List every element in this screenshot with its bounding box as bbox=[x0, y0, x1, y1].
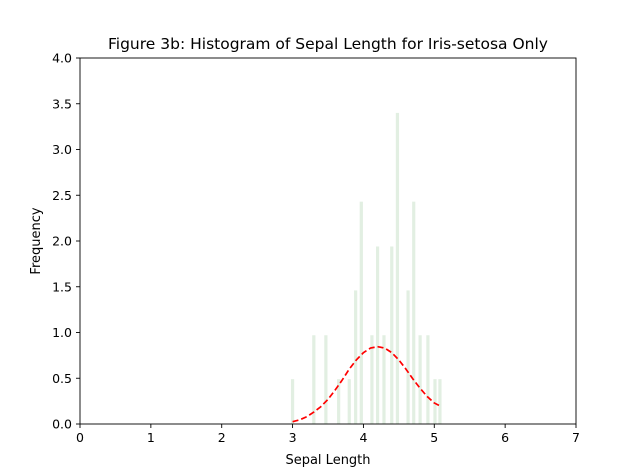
chart-title: Figure 3b: Histogram of Sepal Length for… bbox=[108, 35, 548, 53]
x-tick-label: 2 bbox=[218, 430, 226, 445]
x-tick-label: 1 bbox=[147, 430, 155, 445]
histogram-bar bbox=[390, 246, 394, 424]
histogram-bar bbox=[376, 246, 380, 424]
y-tick-label: 4.0 bbox=[52, 51, 72, 66]
x-axis-ticks: 0 1 2 3 4 5 6 7 bbox=[76, 424, 580, 445]
density-curve bbox=[292, 345, 442, 423]
x-axis-label: Sepal Length bbox=[285, 453, 370, 468]
y-tick-label: 1.5 bbox=[52, 279, 72, 294]
histogram-bar bbox=[412, 201, 416, 424]
y-axis-label: Frequency bbox=[29, 207, 44, 274]
y-tick-label: 3.5 bbox=[52, 96, 72, 111]
curve-layer bbox=[292, 345, 442, 423]
y-tick-label: 0.5 bbox=[52, 371, 72, 386]
histogram-bar bbox=[370, 335, 374, 424]
histogram-bar bbox=[395, 112, 400, 425]
histogram-bar bbox=[354, 290, 358, 424]
y-tick-label: 2.5 bbox=[52, 188, 72, 203]
histogram-bar bbox=[433, 379, 437, 424]
x-tick-label: 6 bbox=[501, 430, 509, 445]
histogram-bar bbox=[324, 335, 328, 424]
histogram-bar bbox=[337, 379, 341, 424]
y-tick-label: 0.0 bbox=[52, 417, 72, 432]
y-tick-label: 3.0 bbox=[52, 142, 72, 157]
x-tick-label: 7 bbox=[572, 430, 580, 445]
histogram-bar bbox=[382, 335, 386, 424]
x-tick-label: 3 bbox=[289, 430, 297, 445]
x-tick-label: 5 bbox=[430, 430, 438, 445]
bars-layer bbox=[290, 112, 442, 425]
y-axis-ticks: 0.0 0.5 1.0 1.5 2.0 2.5 3.0 3.5 4.0 bbox=[52, 51, 80, 432]
histogram-bar bbox=[418, 335, 422, 424]
histogram-bar bbox=[406, 290, 410, 424]
histogram-bar bbox=[438, 379, 442, 424]
x-tick-label: 0 bbox=[76, 430, 84, 445]
x-tick-label: 4 bbox=[359, 430, 367, 445]
histogram-bar bbox=[347, 379, 351, 424]
histogram-bar bbox=[426, 335, 430, 424]
plot-frame bbox=[79, 57, 577, 425]
histogram-bar bbox=[312, 335, 316, 424]
y-tick-label: 2.0 bbox=[52, 234, 72, 249]
y-tick-label: 1.0 bbox=[52, 325, 72, 340]
histogram-bar bbox=[290, 379, 295, 424]
histogram-bar bbox=[359, 201, 363, 424]
